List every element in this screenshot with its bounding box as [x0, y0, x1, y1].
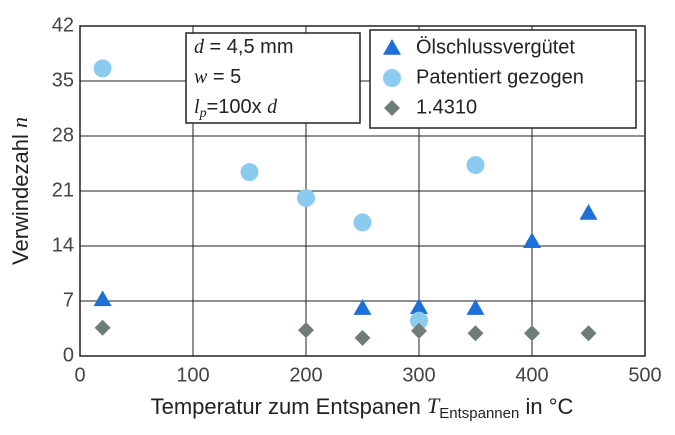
subscript: p [199, 106, 207, 121]
point [353, 213, 372, 232]
point [411, 322, 427, 339]
y-tick-label: 7 [63, 289, 74, 311]
legend-box [369, 29, 637, 129]
y-tick-label: 21 [52, 179, 74, 201]
symbol: l [194, 96, 200, 118]
point [410, 298, 428, 315]
text: Temperatur zum Entspanen [151, 394, 421, 419]
subscript: Entspannen [439, 405, 519, 422]
legend-marker [383, 39, 401, 55]
point [524, 325, 540, 342]
point [297, 189, 315, 208]
text: in °C [525, 394, 573, 419]
point [523, 232, 541, 249]
legend-label: 1.4310 [416, 96, 477, 118]
text: Verwindezahl [8, 134, 33, 265]
point [467, 325, 484, 342]
point [94, 319, 111, 336]
text: = 5 [207, 66, 241, 88]
legend-label: Ölschlussvergütet [416, 36, 575, 58]
point [579, 204, 598, 220]
symbol: d [267, 96, 278, 118]
y-axis-label: Verwindezahl n [7, 117, 33, 265]
point [93, 290, 112, 307]
symbol: T [427, 393, 441, 418]
annotation: w = 5 [194, 66, 241, 89]
point [580, 325, 597, 342]
point [240, 163, 259, 182]
x-tick-label: 300 [402, 364, 435, 386]
legend: Ölschlussvergütet Patentiert gezogen 1.431… [383, 36, 584, 118]
y-tick-label: 0 [63, 344, 74, 366]
point [298, 322, 314, 339]
symbol: d [194, 36, 205, 58]
x-tick-label: 200 [289, 364, 322, 386]
text: = 4,5 mm [204, 36, 293, 58]
point [354, 329, 371, 346]
y-tick-label: 28 [52, 124, 74, 146]
annotation: lp=100x d [194, 96, 278, 122]
point [466, 299, 485, 315]
x-axis-label: Temperatur zum Entspanen TEntspannen in … [151, 393, 574, 422]
y-tick-label: 35 [52, 69, 74, 91]
x-tick-label: 0 [74, 364, 85, 386]
symbol: n [7, 117, 32, 128]
text: =100x [207, 96, 268, 118]
legend-marker [384, 100, 400, 116]
symbol: w [194, 66, 208, 88]
legend-marker [383, 69, 401, 87]
marks [93, 59, 598, 346]
point [466, 156, 485, 175]
y-tick-label: 14 [52, 234, 74, 256]
annotation-box [185, 32, 361, 124]
point [93, 59, 112, 78]
legend-label: Patentiert gezogen [416, 66, 584, 88]
point [353, 299, 372, 315]
x-tick-label: 100 [176, 364, 209, 386]
x-tick-label: 400 [515, 364, 548, 386]
annotation: d = 4,5 mm [194, 36, 293, 59]
point [410, 311, 428, 330]
x-tick-label: 500 [628, 364, 661, 386]
y-tick-label: 42 [52, 14, 74, 36]
